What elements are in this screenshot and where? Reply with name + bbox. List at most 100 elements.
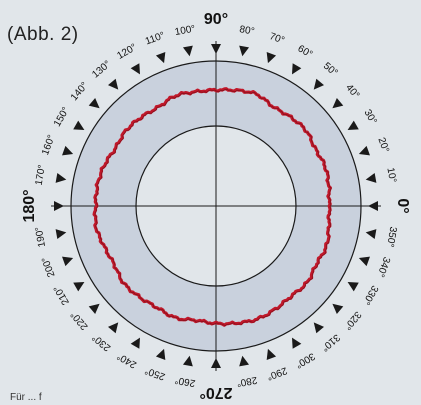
marker-triangle-60 xyxy=(292,63,302,75)
triangle-icon xyxy=(55,172,67,183)
marker-triangle-210 xyxy=(73,282,85,292)
angle-label-310: 310° xyxy=(319,331,342,353)
angle-label-100: 100° xyxy=(174,24,196,38)
triangle-icon xyxy=(155,52,166,64)
marker-triangle-300 xyxy=(292,337,302,349)
marker-triangle-150 xyxy=(73,120,85,130)
angle-label-10: 10° xyxy=(384,167,397,184)
marker-triangle-40 xyxy=(332,97,344,109)
marker-triangle-50 xyxy=(313,78,325,90)
marker-triangle-220 xyxy=(88,303,100,315)
triangle-icon xyxy=(368,201,378,211)
triangle-icon xyxy=(62,145,74,156)
angle-label-90: 90° xyxy=(204,11,228,28)
triangle-icon xyxy=(347,120,359,130)
footnote-text: Für ... f xyxy=(10,392,42,403)
triangle-icon xyxy=(313,322,325,334)
marker-triangle-280 xyxy=(239,355,250,367)
triangle-icon xyxy=(358,145,370,156)
triangle-icon xyxy=(130,337,140,349)
angle-label-40: 40° xyxy=(343,82,361,101)
triangle-icon xyxy=(313,78,325,90)
triangle-icon xyxy=(88,97,100,109)
triangle-icon xyxy=(292,337,302,349)
marker-triangle-160 xyxy=(62,145,74,156)
angle-label-190: 190° xyxy=(34,226,48,248)
triangle-icon xyxy=(211,44,221,54)
marker-triangle-230 xyxy=(107,322,119,334)
marker-triangle-180 xyxy=(54,201,64,211)
angle-label-150: 150° xyxy=(52,105,72,128)
angle-label-350: 350° xyxy=(384,226,398,248)
triangle-icon xyxy=(239,355,250,367)
figure-label: (Abb. 2) xyxy=(7,24,79,45)
angle-label-330: 330° xyxy=(360,283,380,306)
marker-triangle-0 xyxy=(368,201,378,211)
marker-triangle-270 xyxy=(211,358,221,368)
triangle-icon xyxy=(266,348,277,360)
angle-label-280: 280° xyxy=(236,374,258,388)
angle-label-140: 140° xyxy=(69,80,91,103)
angle-label-130: 130° xyxy=(90,59,113,81)
angle-label-240: 240° xyxy=(115,350,138,370)
angle-label-230: 230° xyxy=(90,331,113,353)
marker-triangle-260 xyxy=(182,355,193,367)
marker-triangle-240 xyxy=(130,337,140,349)
triangle-icon xyxy=(88,303,100,315)
triangle-icon xyxy=(358,256,370,267)
marker-triangle-170 xyxy=(55,172,67,183)
angle-label-300: 300° xyxy=(293,350,316,370)
triangle-icon xyxy=(107,78,119,90)
angle-label-70: 70° xyxy=(268,31,286,47)
marker-triangle-190 xyxy=(55,229,67,240)
triangle-icon xyxy=(73,282,85,292)
triangle-icon xyxy=(54,201,64,211)
triangle-icon xyxy=(107,322,119,334)
angle-label-30: 30° xyxy=(362,108,379,127)
triangle-icon xyxy=(332,97,344,109)
marker-triangle-20 xyxy=(358,145,370,156)
angle-label-20: 20° xyxy=(375,136,391,154)
marker-triangle-140 xyxy=(88,97,100,109)
marker-triangle-10 xyxy=(365,172,377,183)
marker-triangle-70 xyxy=(266,52,277,64)
angle-label-340: 340° xyxy=(374,255,391,278)
angle-label-120: 120° xyxy=(115,42,138,62)
triangle-icon xyxy=(182,355,193,367)
angle-label-260: 260° xyxy=(174,374,196,388)
triangle-icon xyxy=(365,172,377,183)
angle-label-170: 170° xyxy=(34,164,48,186)
marker-triangle-340 xyxy=(358,256,370,267)
marker-triangle-110 xyxy=(155,52,166,64)
angle-label-210: 210° xyxy=(52,283,72,306)
marker-triangle-200 xyxy=(62,256,74,267)
marker-triangle-310 xyxy=(313,322,325,334)
triangle-icon xyxy=(365,229,377,240)
angle-label-110: 110° xyxy=(144,30,167,47)
marker-triangle-130 xyxy=(107,78,119,90)
directivity-curve-shadow xyxy=(94,89,332,327)
marker-triangle-350 xyxy=(365,229,377,240)
triangle-icon xyxy=(239,45,250,57)
triangle-icon xyxy=(55,229,67,240)
triangle-icon xyxy=(182,45,193,57)
angle-label-60: 60° xyxy=(296,43,315,60)
marker-triangle-90 xyxy=(211,44,221,54)
angle-label-290: 290° xyxy=(265,364,288,381)
angle-label-80: 80° xyxy=(238,24,255,37)
angle-markers xyxy=(54,44,378,368)
marker-triangle-320 xyxy=(332,303,344,315)
marker-triangle-80 xyxy=(239,45,250,57)
crosshair-axes xyxy=(51,41,381,371)
triangle-icon xyxy=(62,256,74,267)
marker-triangle-330 xyxy=(347,282,359,292)
angle-label-180: 180° xyxy=(21,189,38,222)
angle-label-0: 0° xyxy=(394,198,411,213)
angle-label-320: 320° xyxy=(341,309,363,332)
angle-label-270: 270° xyxy=(199,384,232,401)
marker-triangle-290 xyxy=(266,348,277,360)
marker-triangle-100 xyxy=(182,45,193,57)
pattern-curve xyxy=(92,87,332,327)
triangle-icon xyxy=(155,348,166,360)
